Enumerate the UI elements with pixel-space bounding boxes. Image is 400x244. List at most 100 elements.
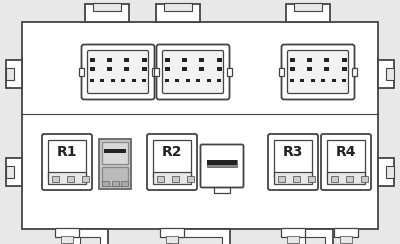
Bar — [182, 67, 187, 71]
FancyBboxPatch shape — [82, 44, 154, 100]
Bar — [278, 176, 285, 182]
FancyBboxPatch shape — [156, 44, 230, 100]
Bar — [165, 79, 169, 81]
Bar — [342, 67, 346, 71]
Bar — [207, 160, 237, 166]
Bar — [386, 68, 394, 80]
Bar — [327, 172, 365, 184]
Bar — [112, 181, 118, 186]
Bar — [206, 79, 210, 81]
Bar — [164, 67, 170, 71]
Bar — [107, 58, 112, 62]
Bar — [170, 229, 230, 244]
Bar — [67, 176, 74, 182]
Bar — [186, 79, 190, 81]
Bar — [6, 166, 14, 178]
Bar — [279, 68, 284, 76]
Bar — [207, 160, 237, 164]
Bar — [142, 58, 146, 62]
Bar — [274, 172, 312, 184]
Bar — [61, 236, 73, 243]
Bar — [164, 58, 170, 62]
Bar — [214, 185, 230, 193]
Bar — [378, 60, 394, 88]
Bar — [332, 79, 336, 81]
Bar — [227, 68, 232, 76]
Bar — [166, 236, 178, 243]
Bar — [160, 228, 184, 237]
FancyBboxPatch shape — [321, 134, 371, 190]
Bar — [281, 228, 305, 237]
FancyBboxPatch shape — [42, 134, 92, 190]
Bar — [342, 79, 346, 81]
Bar — [99, 139, 131, 189]
Bar — [90, 79, 94, 81]
Bar — [346, 176, 353, 182]
Bar — [48, 172, 86, 184]
Bar — [290, 58, 294, 62]
FancyBboxPatch shape — [200, 144, 244, 187]
Bar — [102, 181, 109, 186]
Bar — [307, 58, 312, 62]
Bar — [102, 142, 128, 164]
FancyBboxPatch shape — [268, 134, 318, 190]
Bar — [297, 229, 333, 244]
Bar — [290, 67, 294, 71]
Bar — [102, 167, 128, 186]
Bar — [72, 229, 108, 244]
Bar — [287, 236, 299, 243]
Bar — [305, 237, 325, 244]
Text: R4: R4 — [336, 145, 356, 159]
Bar — [156, 4, 200, 22]
Bar — [164, 3, 192, 11]
Bar — [308, 176, 315, 182]
Bar — [142, 79, 146, 81]
Bar — [132, 79, 136, 81]
Bar — [199, 67, 204, 71]
Bar — [153, 172, 191, 184]
FancyBboxPatch shape — [282, 44, 354, 100]
Bar — [327, 140, 365, 178]
Bar — [121, 79, 125, 81]
Bar — [22, 22, 378, 229]
Bar — [154, 68, 159, 76]
Bar — [111, 79, 115, 81]
Bar — [321, 79, 325, 81]
Bar — [187, 176, 194, 182]
Bar — [90, 67, 94, 71]
Bar — [175, 79, 179, 81]
Bar — [196, 79, 200, 81]
Bar — [107, 67, 112, 71]
Bar — [340, 236, 352, 243]
Bar — [90, 58, 94, 62]
Bar — [104, 149, 126, 153]
Bar — [216, 58, 222, 62]
Bar — [6, 158, 22, 186]
Bar — [124, 58, 129, 62]
Bar — [342, 58, 346, 62]
Bar — [142, 67, 146, 71]
Bar — [93, 3, 121, 11]
FancyBboxPatch shape — [147, 134, 197, 190]
FancyBboxPatch shape — [162, 51, 224, 93]
Text: R2: R2 — [162, 145, 182, 159]
Text: R1: R1 — [57, 145, 77, 159]
Text: R3: R3 — [283, 145, 303, 159]
Bar — [324, 58, 329, 62]
Bar — [52, 176, 59, 182]
Bar — [294, 3, 322, 11]
Bar — [331, 176, 338, 182]
Bar — [199, 58, 204, 62]
Bar — [55, 228, 79, 237]
Bar — [216, 67, 222, 71]
Bar — [121, 181, 128, 186]
Bar — [361, 176, 368, 182]
Bar — [6, 60, 22, 88]
Bar — [378, 158, 394, 186]
Bar — [152, 68, 157, 76]
Bar — [307, 67, 312, 71]
Bar — [6, 68, 14, 80]
FancyBboxPatch shape — [88, 51, 148, 93]
Bar — [124, 67, 129, 71]
Bar — [157, 176, 164, 182]
